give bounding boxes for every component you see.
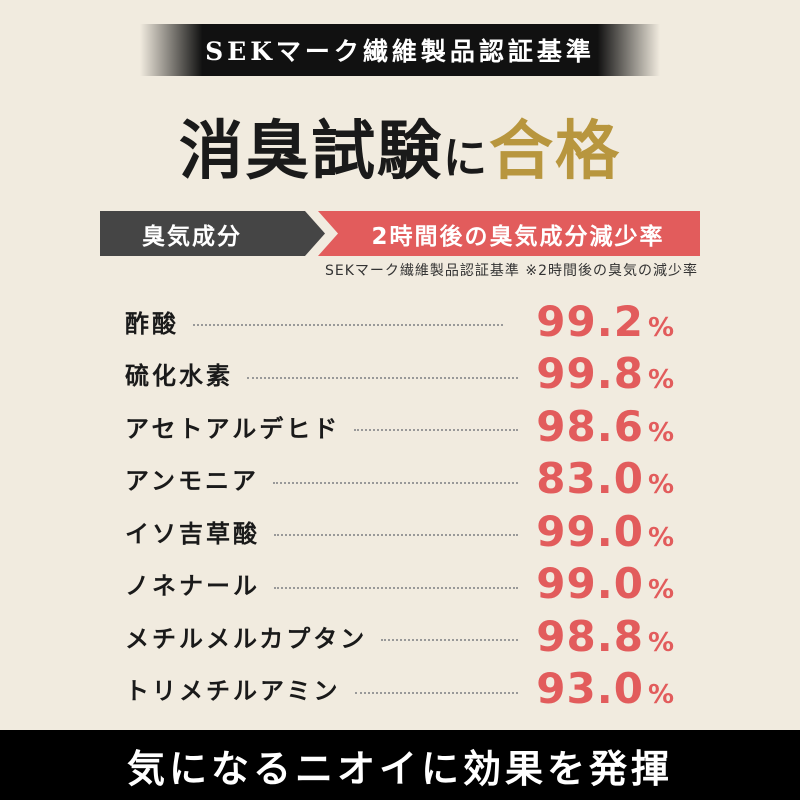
value-unit: % [647, 575, 675, 605]
odor-name: ノネナール [125, 572, 260, 600]
header-component: 臭気成分 [100, 211, 325, 256]
odor-name: イソ吉草酸 [125, 519, 260, 548]
reduction-value: 99.8% [536, 349, 675, 398]
value-unit: % [647, 522, 675, 553]
dotted-leader [247, 376, 519, 379]
certification-banner: SEKマーク繊維製品認証基準 [140, 24, 660, 76]
value-unit: % [647, 680, 675, 710]
title-main: 消臭試験 [179, 114, 443, 189]
value-number: 83.0 [536, 454, 644, 503]
dotted-leader [273, 481, 519, 484]
value-number: 99.0 [536, 506, 644, 556]
page-title: 消臭試験に合格 [0, 100, 800, 192]
table-row: トリメチルアミン 93.0% [125, 664, 675, 714]
value-number: 98.6 [536, 401, 644, 451]
reduction-value: 99.2% [536, 297, 675, 346]
odor-name: 酢酸 [125, 309, 179, 338]
value-unit: % [647, 627, 675, 658]
reduction-value: 99.0% [536, 559, 675, 608]
value-number: 93.0 [536, 664, 644, 713]
value-unit: % [647, 470, 675, 500]
odor-name: アンモニア [125, 467, 260, 495]
dotted-leader [274, 534, 519, 536]
value-number: 99.8 [536, 349, 644, 398]
dotted-leader [193, 324, 503, 326]
table-row: イソ吉草酸 99.0% [125, 506, 675, 556]
footer-text: 気になるニオイに効果を発揮 [126, 746, 673, 791]
odor-name: メチルメルカプタン [125, 624, 368, 653]
dotted-leader [381, 639, 519, 641]
table-header: 臭気成分 2時間後の臭気成分減少率 [100, 211, 700, 256]
table-row: メチルメルカプタン 98.8% [125, 611, 675, 661]
banner-text: SEKマーク繊維製品認証基準 [205, 37, 595, 66]
reduction-value: 98.8% [536, 612, 675, 661]
reduction-value: 93.0% [536, 664, 675, 713]
value-number: 99.0 [536, 559, 644, 608]
footnote: SEKマーク繊維製品認証基準 ※2時間後の臭気の減少率 [325, 263, 698, 279]
reduction-value: 98.6% [536, 402, 675, 451]
table-row: 酢酸 99.2% [125, 296, 675, 346]
reduction-value: 83.0% [536, 454, 675, 503]
dotted-leader [354, 429, 519, 431]
reduction-value: 99.0% [536, 507, 675, 556]
value-number: 99.2 [536, 296, 644, 346]
odor-name: アセトアルデヒド [125, 414, 341, 443]
title-highlight: 合格 [489, 114, 621, 189]
footer-banner: 気になるニオイに効果を発揮 [0, 730, 800, 800]
dotted-leader [274, 586, 519, 589]
value-unit: % [647, 312, 675, 343]
value-number: 98.8 [536, 611, 644, 661]
table-row: ノネナール 99.0% [125, 559, 675, 609]
table-row: アンモニア 83.0% [125, 454, 675, 504]
title-particle: に [443, 133, 489, 184]
value-unit: % [647, 365, 675, 395]
dotted-leader [354, 691, 519, 694]
header-reduction-rate: 2時間後の臭気成分減少率 [318, 211, 700, 256]
value-unit: % [647, 417, 675, 448]
odor-name: 硫化水素 [125, 362, 233, 390]
odor-name: トリメチルアミン [125, 677, 341, 705]
table-row: 硫化水素 99.8% [125, 349, 675, 399]
table-row: アセトアルデヒド 98.6% [125, 401, 675, 451]
